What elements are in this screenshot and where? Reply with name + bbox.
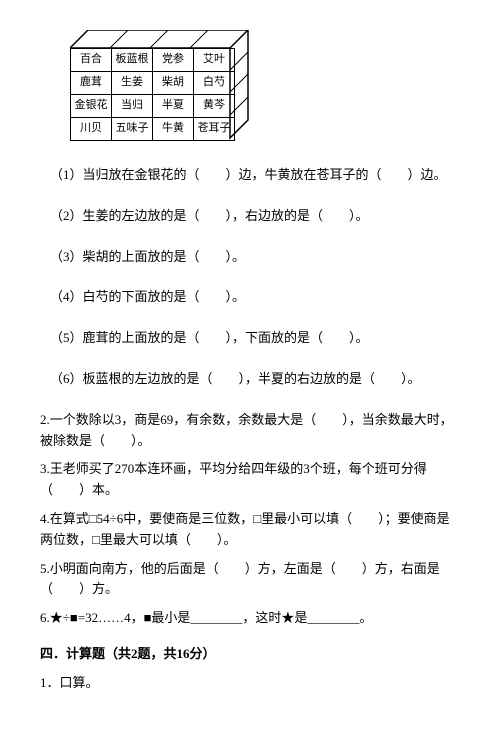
cell: 百合 [71, 49, 112, 72]
question-2: 2.一个数除以3，商是69，有余数，余数最大是（ ），当余数最大时，被除数是（ … [40, 410, 460, 452]
cell: 艾叶 [194, 49, 235, 72]
cell: 党参 [153, 49, 194, 72]
question-1-4: （4）白芍的下面放的是（ ）。 [50, 287, 460, 308]
question-1-3: （3）柴胡的上面放的是（ ）。 [50, 247, 460, 268]
cell: 鹿茸 [71, 72, 112, 95]
cell: 金银花 [71, 95, 112, 118]
question-6: 6.★÷■=32……4，■最小是________，这时★是________。 [40, 608, 460, 629]
cell: 牛黄 [153, 118, 194, 141]
cell: 柴胡 [153, 72, 194, 95]
cell: 川贝 [71, 118, 112, 141]
question-5: 5.小明面向南方，他的后面是（ ）方，左面是（ ）方，右面是（ ）方。 [40, 559, 460, 601]
medicine-cabinet-diagram: 百合 板蓝根 党参 艾叶 鹿茸 生姜 柴胡 白芍 金银花 当归 半夏 黄芩 川贝… [70, 30, 460, 140]
question-1-5: （5）鹿茸的上面放的是（ ），下面放的是（ ）。 [50, 328, 460, 349]
cell: 半夏 [153, 95, 194, 118]
cell: 当归 [112, 95, 153, 118]
question-1-2: （2）生姜的左边放的是（ ），右边放的是（ ）。 [50, 206, 460, 227]
cell: 板蓝根 [112, 49, 153, 72]
cell: 生姜 [112, 72, 153, 95]
question-4: 4.在算式□54÷6中，要使商是三位数，□里最小可以填（ ）；要使商是两位数，□… [40, 509, 460, 551]
question-1-6: （6）板蓝根的左边放的是（ ），半夏的右边放的是（ ）。 [50, 369, 460, 390]
cell: 白芍 [194, 72, 235, 95]
cell: 五味子 [112, 118, 153, 141]
cell: 黄芩 [194, 95, 235, 118]
section-4-q1: 1．口算。 [40, 673, 460, 694]
question-3: 3.王老师买了270本连环画，平均分给四年级的3个班，每个班可分得（ ）本。 [40, 459, 460, 501]
cell: 苍耳子 [194, 118, 235, 141]
question-1-1: （1）当归放在金银花的（ ）边，牛黄放在苍耳子的（ ）边。 [50, 165, 460, 186]
section-4-title: 四．计算题（共2题，共16分） [40, 644, 460, 665]
cabinet-grid: 百合 板蓝根 党参 艾叶 鹿茸 生姜 柴胡 白芍 金银花 当归 半夏 黄芩 川贝… [70, 48, 235, 141]
